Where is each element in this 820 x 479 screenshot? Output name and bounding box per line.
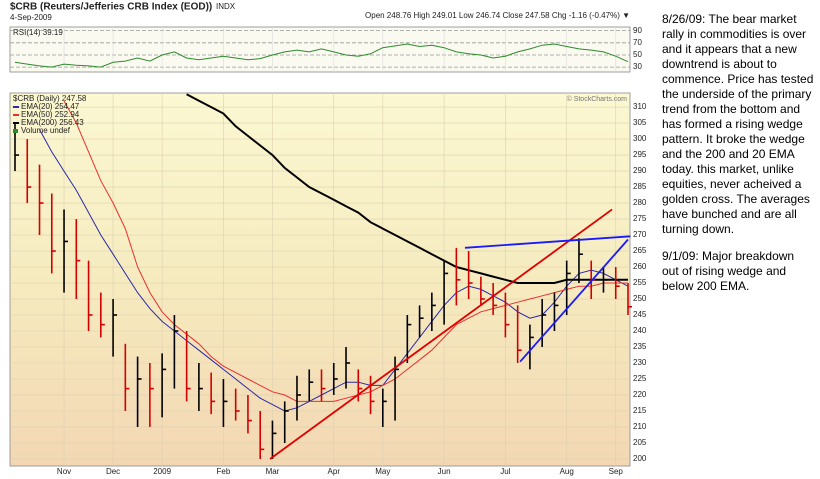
y-tick-label: 200 [633,454,647,463]
legend-label: Volume undef [21,126,71,135]
credit: © StockCharts.com [567,95,628,103]
y-tick-label: 205 [633,438,647,447]
y-tick-label: 90 [633,26,642,35]
legend-title: $CRB (Daily) 247.58 [13,94,87,103]
y-tick-label: 310 [633,102,647,111]
quote: Open 248.76 High 249.01 Low 246.74 Close… [365,11,630,20]
notes: 8/26/09: The bear market rally in commod… [662,12,814,306]
y-tick-label: 295 [633,150,647,159]
y-tick-label: 275 [633,214,647,223]
symbol-title: $CRB (Reuters/Jefferies CRB Index (EOD)) [10,2,212,13]
y-tick-label: 70 [633,38,642,47]
x-tick-label: Dec [106,467,120,476]
y-tick-label: 285 [633,182,647,191]
y-tick-label: 230 [633,358,647,367]
x-tick-label: Nov [57,467,71,476]
date: 4-Sep-2009 [10,13,52,22]
note: 9/1/09: Major breakdown out of rising we… [662,249,795,293]
y-tick-label: 240 [633,326,647,335]
x-tick-label: Feb [217,467,231,476]
y-tick-label: 50 [633,50,642,59]
y-tick-label: 215 [633,406,647,415]
price-panel [9,92,631,467]
y-tick-label: 255 [633,278,647,287]
exchange: INDX [216,2,236,11]
y-tick-label: 305 [633,118,647,127]
y-tick-label: 225 [633,374,647,383]
x-tick-label: May [375,467,390,476]
y-tick-label: 280 [633,198,647,207]
y-tick-label: 265 [633,246,647,255]
y-tick-label: 290 [633,166,647,175]
x-tick-label: Sep [609,467,624,476]
y-tick-label: 210 [633,422,647,431]
x-tick-label: Jul [500,467,510,476]
y-tick-label: 235 [633,342,647,351]
trendline [464,235,631,249]
y-tick-label: 245 [633,310,647,319]
legend-label: EMA(200) 256.43 [21,118,84,127]
trendline [269,208,613,460]
y-tick-label: 260 [633,262,647,271]
line-series [14,43,629,68]
y-tick-label: 220 [633,390,647,399]
chart: $CRB (Reuters/Jefferies CRB Index (EOD))… [9,2,647,476]
x-tick-label: Apr [328,467,341,476]
rsi-title: RSI(14) 39.19 [13,28,63,37]
y-tick-label: 30 [633,62,642,71]
y-tick-label: 270 [633,230,647,239]
line-series [186,93,628,284]
trendline [519,238,629,363]
x-tick-label: Mar [266,467,280,476]
x-tick-label: 2009 [153,467,171,476]
x-tick-label: Aug [560,467,574,476]
y-tick-label: 300 [633,134,647,143]
line-series [63,100,628,402]
y-tick-label: 250 [633,294,647,303]
legend-label: EMA(50) 252.94 [21,110,80,119]
x-tick-label: Jun [438,467,451,476]
note: 8/26/09: The bear market rally in commod… [662,12,814,236]
legend-label: EMA(20) 254.47 [21,102,80,111]
legend-swatch [13,129,18,133]
